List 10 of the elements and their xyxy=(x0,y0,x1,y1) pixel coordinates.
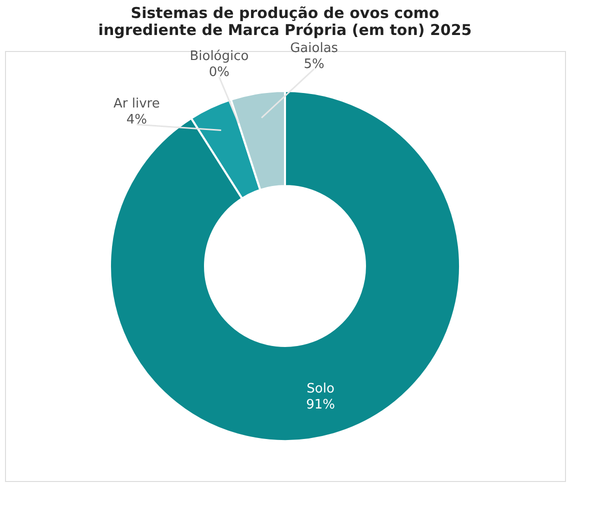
slice-label: Solo xyxy=(306,381,334,396)
text: Sistemas de produção de ovos como xyxy=(130,4,440,22)
category-label: Biológico xyxy=(190,49,249,64)
slice-label: Ar livre xyxy=(113,96,160,112)
data-label: 5% xyxy=(304,56,324,72)
text: 0% xyxy=(208,65,230,80)
data-label: 91% xyxy=(306,397,336,412)
data-label: 4% xyxy=(126,112,147,128)
text: ingrediente de Marca Própria (em ton) 2025 xyxy=(98,20,472,39)
slice-label: Gaiolas xyxy=(290,40,338,56)
